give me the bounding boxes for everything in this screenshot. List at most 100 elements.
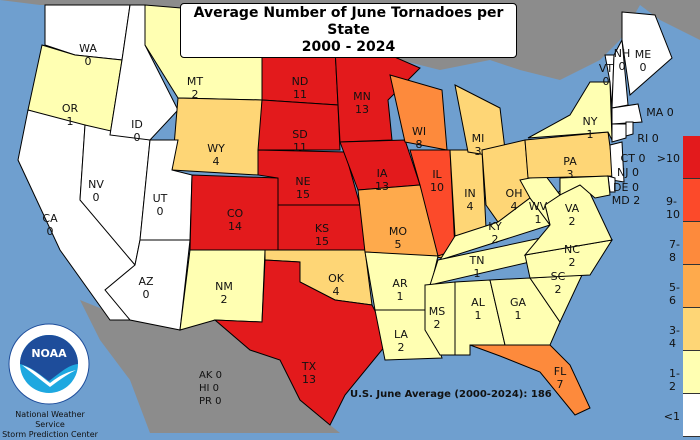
- state-label-nm: NM 2: [215, 280, 233, 306]
- legend-swatch: [683, 351, 700, 394]
- state-ri[interactable]: [625, 121, 634, 137]
- state-label-fl: FL 7: [554, 365, 566, 391]
- state-abbr: UT: [152, 192, 168, 205]
- state-value: 0: [639, 61, 647, 74]
- credit: National Weather Service Storm Predictio…: [2, 410, 98, 440]
- state-ma[interactable]: [611, 103, 643, 125]
- state-abbr: CA: [42, 212, 58, 225]
- state-abbr: FL: [553, 365, 567, 378]
- state-value: 3: [474, 145, 482, 158]
- title-line1: Average Number of June Tornadoes per Sta…: [193, 5, 504, 38]
- state-value: 0: [92, 191, 100, 204]
- legend-swatch: [683, 308, 700, 351]
- state-label-co: CO 14: [227, 207, 243, 233]
- state-abbr: CO: [226, 207, 244, 220]
- state-label-ks: KS 15: [315, 222, 329, 248]
- state-md[interactable]: [559, 175, 611, 199]
- state-label-al: AL 1: [471, 296, 485, 322]
- state-abbr: MI: [471, 132, 485, 145]
- state-ny[interactable]: [527, 81, 613, 141]
- state-abbr: RI: [637, 132, 652, 145]
- state-sd[interactable]: [257, 99, 341, 151]
- legend-swatch: [683, 222, 700, 265]
- us-average: U.S. June Average (2000-2024): 186: [350, 389, 552, 400]
- state-abbr: ID: [131, 118, 143, 131]
- state-me[interactable]: [621, 11, 673, 96]
- state-abbr: KY: [488, 220, 502, 233]
- state-value: 4: [212, 155, 220, 168]
- state-label-wi: WI 8: [412, 125, 426, 151]
- state-abbr: NC: [564, 243, 580, 256]
- state-abbr: NE: [295, 175, 311, 188]
- state-value: 11: [292, 88, 307, 101]
- state-abbr: MD: [611, 194, 634, 207]
- state-label-ca: CA 0: [42, 212, 57, 238]
- state-abbr: MS: [428, 305, 446, 318]
- state-label-nh: NH 0: [614, 47, 631, 73]
- state-value: 1: [586, 128, 594, 141]
- state-abbr: AL: [471, 296, 485, 309]
- legend-label: <1: [663, 410, 680, 423]
- state-label-wa: WA 0: [79, 42, 97, 68]
- state-label-az: AZ 0: [138, 275, 153, 301]
- state-value: 0: [618, 60, 626, 73]
- state-value: 2: [633, 194, 641, 207]
- state-label-il: IL 10: [430, 168, 444, 194]
- state-abbr: VA: [564, 202, 580, 215]
- state-value: 4: [332, 285, 340, 298]
- state-abbr: MT: [186, 75, 204, 88]
- state-abbr: WI: [411, 125, 427, 138]
- state-value: 15: [296, 188, 310, 201]
- state-ms[interactable]: [424, 281, 456, 356]
- state-ga[interactable]: [489, 277, 561, 346]
- state-abbr: ME: [634, 48, 652, 61]
- state-abbr: WA: [79, 42, 97, 55]
- state-abbr: NM: [215, 280, 233, 293]
- territories: AK 0 HI 0 PR 0: [199, 369, 222, 408]
- state-label-ky: KY 2: [488, 220, 502, 246]
- state-label-nd: ND 11: [292, 75, 309, 101]
- state-label-tn: TN 1: [470, 254, 485, 280]
- title-line2: 2000 - 2024: [301, 39, 396, 55]
- credit-line2: Storm Prediction Center: [2, 430, 98, 439]
- state-abbr: CT: [620, 152, 639, 165]
- legend-label: 7-8: [669, 238, 680, 264]
- state-nh[interactable]: [611, 38, 629, 109]
- state-abbr: IN: [464, 187, 476, 200]
- state-abbr: WY: [207, 142, 225, 155]
- state-abbr: NJ: [617, 166, 632, 179]
- state-label-me: ME 0: [635, 48, 651, 74]
- state-label-ut: UT 0: [153, 192, 168, 218]
- legend-swatch: [683, 136, 700, 179]
- state-label-ma: MA 0: [646, 106, 674, 119]
- state-tx[interactable]: [213, 259, 391, 426]
- state-ct[interactable]: [611, 123, 627, 143]
- state-value: 0: [46, 225, 54, 238]
- state-value: 1: [66, 115, 74, 128]
- state-nj[interactable]: [609, 141, 625, 183]
- state-label-de: DE 0: [613, 181, 639, 194]
- state-label-wy: WY 4: [207, 142, 225, 168]
- state-abbr: OH: [505, 187, 523, 200]
- state-abbr: VT: [598, 62, 614, 75]
- state-abbr: MN: [353, 90, 371, 103]
- territory-ak: AK 0: [199, 370, 222, 381]
- state-abbr: PA: [563, 155, 577, 168]
- state-label-mt: MT 2: [187, 75, 203, 101]
- state-label-ne: NE 15: [295, 175, 310, 201]
- state-label-tx: TX 13: [302, 360, 316, 386]
- state-label-oh: OH 4: [506, 187, 523, 213]
- state-label-vt: VT 0: [599, 62, 613, 88]
- legend-swatch: [683, 265, 700, 308]
- state-label-ct: CT 0: [621, 152, 646, 165]
- state-value: 2: [554, 283, 562, 296]
- noaa-logo: NOAA: [8, 323, 90, 405]
- state-value: 0: [602, 75, 610, 88]
- state-fl[interactable]: [469, 344, 591, 416]
- state-value: 2: [568, 256, 576, 269]
- state-value: 0: [631, 166, 639, 179]
- state-abbr: ND: [291, 75, 309, 88]
- state-label-ms: MS 2: [429, 305, 445, 331]
- state-abbr: NH: [613, 47, 631, 60]
